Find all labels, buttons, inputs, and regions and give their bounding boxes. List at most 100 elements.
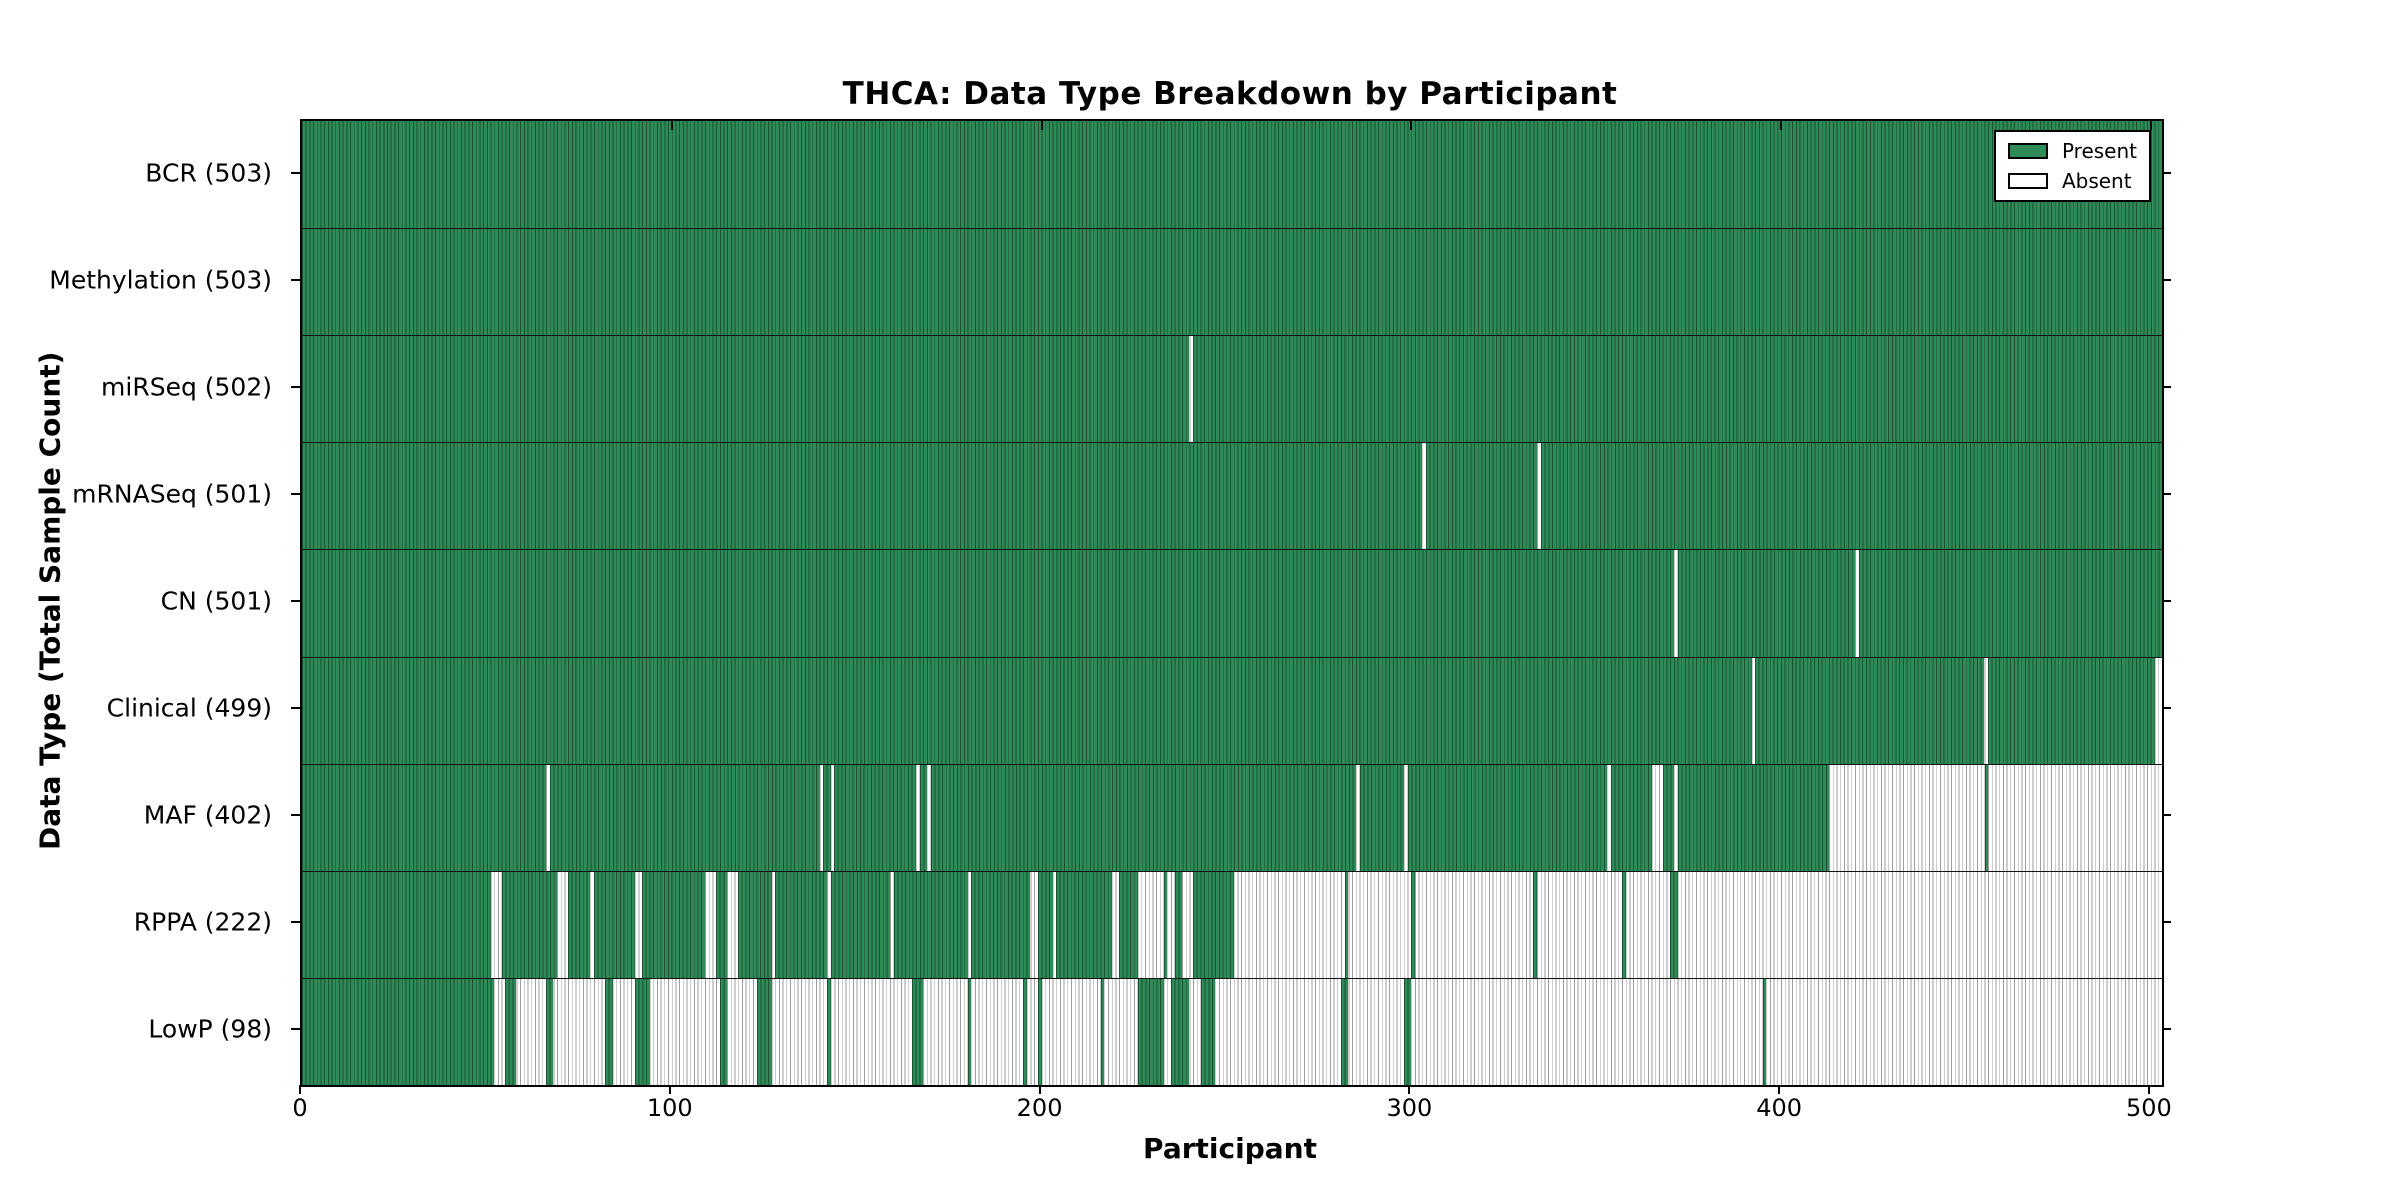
- present-segment: [1533, 870, 1538, 978]
- plot-area: Present Absent: [300, 119, 2164, 1087]
- present-segment: [1193, 335, 2162, 443]
- y-tick-label-BCR: BCR (503): [145, 158, 272, 188]
- present-segment: [967, 977, 972, 1085]
- present-segment: [1762, 977, 1767, 1085]
- present-swatch-icon: [2007, 143, 2048, 159]
- y-tick-mark-right: [2162, 1028, 2171, 1031]
- present-segment: [1670, 870, 1678, 978]
- present-segment: [605, 977, 613, 1085]
- present-segment: [1677, 549, 1856, 657]
- present-segment: [1426, 442, 1538, 550]
- x-tick-mark-bottom: [1778, 1085, 1781, 1094]
- present-segment: [823, 763, 831, 871]
- y-tick-label-Methylation: Methylation (503): [49, 265, 272, 295]
- row-separator: [302, 656, 2162, 658]
- x-tick-label-0: 0: [292, 1094, 308, 1122]
- row-separator: [302, 977, 2162, 979]
- legend-item-present: Present: [2007, 139, 2137, 163]
- y-tick-labels: BCR (503) Methylation (503) miRSeq (502) mR…: [0, 119, 286, 1083]
- legend-item-absent: Absent: [2007, 169, 2137, 193]
- y-tick-label-LowP: LowP (98): [148, 1014, 272, 1044]
- legend: Present Absent: [1993, 130, 2151, 202]
- row-mRNASeq: [302, 442, 2162, 550]
- present-segment: [302, 977, 495, 1085]
- y-tick-mark-left: [291, 492, 300, 495]
- row-MAF: [302, 763, 2162, 871]
- x-tick-mark-bottom: [1408, 1085, 1411, 1094]
- x-tick-mark-bottom: [1038, 1085, 1041, 1094]
- row-Methylation: [302, 228, 2162, 336]
- present-segment: [1174, 870, 1183, 978]
- y-tick-label-CN: CN (501): [160, 586, 272, 616]
- y-tick-mark-right: [2162, 171, 2171, 174]
- x-axis-title: Participant: [1143, 1132, 1317, 1165]
- y-tick-mark-left: [291, 1028, 300, 1031]
- x-tick-label-500: 500: [2126, 1094, 2172, 1122]
- present-segment: [1037, 870, 1053, 978]
- present-segment: [893, 870, 968, 978]
- present-segment: [830, 870, 890, 978]
- present-segment: [302, 549, 1674, 657]
- y-tick-mark-right: [2162, 278, 2171, 281]
- present-segment: [1359, 763, 1404, 871]
- row-separator: [302, 549, 2162, 551]
- x-tick-label-400: 400: [1756, 1094, 1803, 1122]
- row-miRSeq: [302, 335, 2162, 443]
- present-segment: [302, 442, 1423, 550]
- row-separator: [302, 763, 2162, 765]
- y-tick-mark-left: [291, 171, 300, 174]
- present-segment: [1023, 977, 1027, 1085]
- present-segment: [302, 228, 2162, 336]
- y-tick-label-RPPA: RPPA (222): [133, 907, 272, 937]
- x-tick-mark-bottom: [299, 1085, 301, 1094]
- present-segment: [505, 977, 517, 1085]
- x-tick-mark-top: [670, 121, 673, 130]
- x-tick-mark-top: [1410, 121, 1413, 130]
- present-segment: [642, 870, 706, 978]
- present-segment: [1540, 442, 2162, 550]
- present-segment: [1411, 870, 1416, 978]
- present-segment: [594, 870, 635, 978]
- x-tick-label-100: 100: [646, 1094, 693, 1122]
- present-segment: [1403, 977, 1412, 1085]
- present-segment: [302, 870, 491, 978]
- present-segment: [930, 763, 1356, 871]
- x-tick-label-200: 200: [1016, 1094, 1063, 1122]
- absent-swatch-icon: [2007, 173, 2048, 189]
- y-tick-mark-left: [291, 385, 300, 388]
- present-segment: [716, 870, 728, 978]
- x-tick-label-300: 300: [1386, 1094, 1433, 1122]
- row-separator: [302, 228, 2162, 230]
- y-tick-mark-left: [291, 707, 300, 710]
- row-BCR: [302, 121, 2162, 229]
- x-tick-labels: 0 100 200 300 400 500: [292, 1094, 2171, 1126]
- present-segment: [1988, 656, 2155, 764]
- present-segment: [1100, 977, 1105, 1085]
- present-segment: [1611, 763, 1652, 871]
- present-segment: [1984, 763, 1989, 871]
- present-segment: [501, 870, 558, 978]
- present-segment: [1344, 870, 1349, 978]
- present-segment: [719, 977, 728, 1085]
- present-segment: [549, 763, 820, 871]
- y-tick-label-Clinical: Clinical (499): [106, 693, 272, 723]
- row-separator: [302, 442, 2162, 444]
- y-tick-mark-left: [291, 600, 300, 602]
- present-segment: [971, 870, 1031, 978]
- legend-label-absent: Absent: [2061, 169, 2132, 193]
- row-Clinical: [302, 656, 2162, 764]
- legend-label-present: Present: [2061, 139, 2137, 163]
- y-tick-mark-right: [2162, 814, 2171, 817]
- y-tick-mark-right: [2162, 600, 2171, 602]
- y-tick-mark-right: [2162, 385, 2171, 388]
- present-segment: [1170, 977, 1190, 1085]
- y-tick-label-MAF: MAF (402): [143, 800, 272, 830]
- x-tick-mark-bottom: [2147, 1085, 2150, 1094]
- row-separator: [302, 870, 2162, 872]
- present-segment: [1193, 870, 1234, 978]
- x-tick-mark-top: [2149, 121, 2152, 130]
- present-segment: [1037, 977, 1042, 1085]
- present-segment: [1662, 763, 1674, 871]
- y-tick-mark-left: [291, 814, 300, 817]
